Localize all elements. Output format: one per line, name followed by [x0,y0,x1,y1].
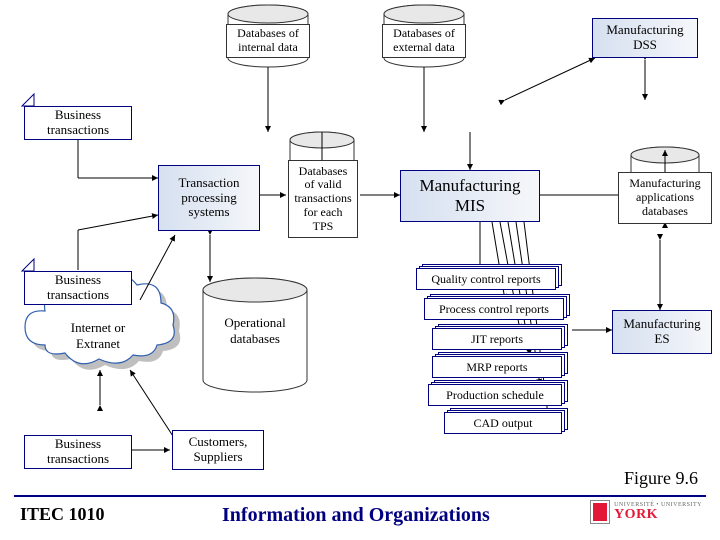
text: ManufacturingES [623,317,700,347]
text: Internet orExtranet [71,320,126,351]
york-logo: UNIVERSITÉ • UNIVERSITY YORK [590,500,702,524]
text: Databasesof validtransactionsfor eachTPS [294,165,351,234]
report-mrp: MRP reports [432,356,562,378]
biz-trans-top: Businesstransactions [24,106,132,140]
text: Information and Organizations [222,504,490,526]
db-valid-box: Databasesof validtransactionsfor eachTPS [288,160,358,238]
biz-trans-mid: Businesstransactions [24,271,132,305]
text: Customers,Suppliers [189,435,248,465]
text: ITEC 1010 [20,504,105,524]
db-external-label: Databases ofexternal data [382,24,466,58]
footer-title: Information and Organizations [222,504,490,527]
mfg-app-db-box: Manufacturingapplicationsdatabases [618,172,712,224]
report-pc: Process control reports [424,298,564,320]
mfg-es-box: ManufacturingES [612,310,712,354]
mfg-mis-box: ManufacturingMIS [400,170,540,222]
internet-label: Internet orExtranet [58,320,138,352]
logo-text: YORK [614,508,702,522]
text: Figure 9.6 [624,468,698,488]
text: CAD output [473,416,532,431]
course-code: ITEC 1010 [20,504,105,525]
text: Quality control reports [431,272,540,287]
db-internal-label: Databases ofinternal data [226,24,310,58]
report-ps: Production schedule [428,384,562,406]
text: ManufacturingMIS [419,176,520,215]
text: Production schedule [446,388,544,403]
text: Databases ofinternal data [237,27,299,55]
text: Databases ofexternal data [393,27,455,55]
tps-box: Transactionprocessingsystems [158,165,260,231]
report-qc: Quality control reports [416,268,556,290]
text: Operationaldatabases [224,315,285,346]
text: MRP reports [466,360,527,375]
mfg-dss-box: ManufacturingDSS [592,18,698,58]
figure-label: Figure 9.6 [624,468,698,489]
text: Transactionprocessingsystems [179,176,240,221]
text: Businesstransactions [47,108,109,138]
op-db-label: Operationaldatabases [210,315,300,347]
footer-divider [14,495,706,497]
text: Manufacturingapplicationsdatabases [629,177,700,218]
report-cad: CAD output [444,412,562,434]
text: ManufacturingDSS [606,23,683,53]
biz-trans-bot: Businesstransactions [24,435,132,469]
text: JIT reports [471,332,523,347]
text: Process control reports [439,302,549,317]
text: Businesstransactions [47,437,109,467]
customers-box: Customers,Suppliers [172,430,264,470]
text: Businesstransactions [47,273,109,303]
report-jit: JIT reports [432,328,562,350]
